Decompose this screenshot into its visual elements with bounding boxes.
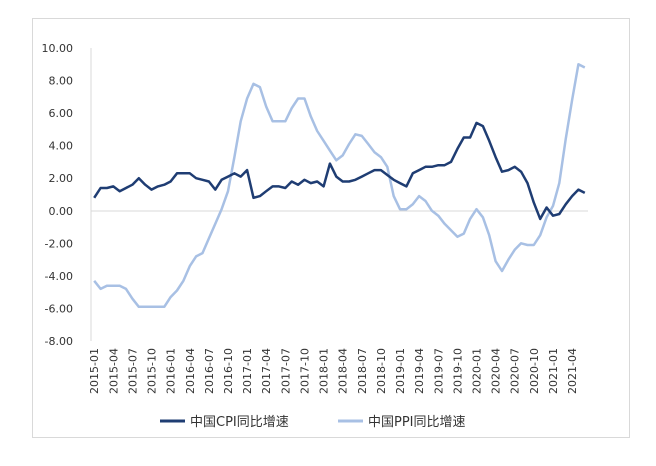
series-lines [93, 63, 586, 309]
y-tick-label: 6.00 [49, 107, 74, 120]
x-tick-label: 2017-07 [279, 348, 292, 394]
x-tick-label: 2016-07 [203, 348, 216, 394]
y-tick-label: 0.00 [49, 205, 74, 218]
x-tick-label: 2016-10 [222, 348, 235, 394]
y-tick-label: 2.00 [49, 172, 74, 185]
y-tick-label: 8.00 [49, 75, 74, 88]
series-line-ppi [93, 63, 586, 309]
x-tick-label: 2016-01 [165, 348, 178, 394]
x-tick-label: 2018-10 [375, 348, 388, 394]
y-tick-label: 4.00 [49, 140, 74, 153]
x-tick-label: 2020-10 [528, 348, 541, 394]
x-tick-label: 2021-01 [547, 348, 560, 394]
legend-label-cpi: 中国CPI同比增速 [190, 415, 289, 430]
chart-frame [32, 18, 630, 438]
x-tick-label: 2021-04 [566, 348, 579, 394]
x-tick-label: 2017-01 [241, 348, 254, 394]
y-tick-label: -8.00 [45, 335, 73, 348]
x-tick-label: 2019-04 [413, 348, 426, 394]
x-tick-label: 2020-01 [470, 348, 483, 394]
x-tick-label: 2019-01 [394, 348, 407, 394]
x-tick-label: 2016-04 [184, 348, 197, 394]
x-tick-label: 2018-04 [337, 348, 350, 394]
x-tick-label: 2018-01 [318, 348, 331, 394]
y-tick-labels: 10.00 8.00 6.00 4.00 2.00 0.00 -2.00 -4.00 -6.00… [42, 42, 74, 348]
legend-label-ppi: 中国PPI同比增速 [368, 415, 466, 430]
x-tick-label: 2020-07 [509, 348, 522, 394]
x-tick-label: 2015-04 [107, 348, 120, 394]
y-tick-label: -6.00 [45, 302, 73, 315]
x-tick-label: 2017-04 [260, 348, 273, 394]
x-tick-label: 2018-07 [356, 348, 369, 394]
x-tick-label: 2019-10 [451, 348, 464, 394]
x-tick-label: 2015-10 [146, 348, 159, 394]
x-tick-label: 2015-07 [126, 348, 139, 394]
x-tick-label: 2020-04 [490, 348, 503, 394]
x-tick-label: 2017-10 [298, 348, 311, 394]
y-tick-label: -2.00 [45, 237, 73, 250]
y-tick-label: 10.00 [42, 42, 74, 55]
y-tick-label: -4.00 [45, 270, 73, 283]
x-tick-labels: 2015-01 2015-04 2015-07 2015-10 2016-01 2016-… [88, 348, 579, 394]
series-line-cpi [93, 121, 586, 221]
x-tick-label: 2015-01 [88, 348, 101, 394]
legend: 中国CPI同比增速 中国PPI同比增速 [160, 415, 466, 430]
x-tick-label: 2019-07 [432, 348, 445, 394]
